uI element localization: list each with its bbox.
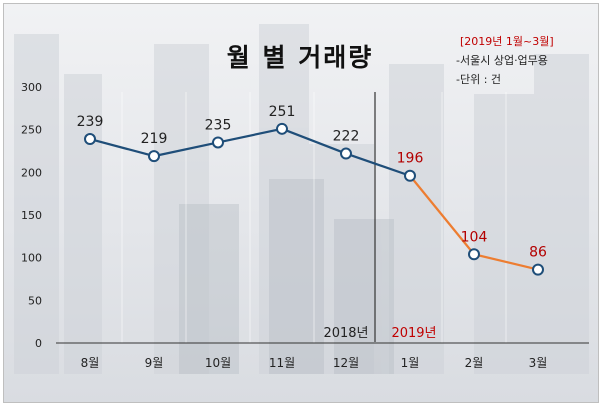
series-line-2018 [89,127,411,177]
x-axis-ticks: 8월 9월 10월 11월 12월 1월 2월 3월 [81,356,548,370]
x-tick-label: 12월 [333,356,359,370]
y-tick-label: 150 [21,209,42,222]
chart-frame: 월 별 거래량 [2019년 1월~3월] -서울시 상업·업무용 -단위 : … [3,3,599,403]
data-label: 239 [77,114,104,130]
year-label-2018: 2018년 [323,326,368,341]
category-gridlines [121,92,507,343]
y-tick-label: 200 [21,166,42,179]
data-label: 196 [397,151,424,167]
x-tick-label: 9월 [145,356,164,370]
data-point [468,248,480,261]
y-tick-label: 300 [21,81,42,94]
x-tick-label: 11월 [269,356,295,370]
period-note: [2019년 1월~3월] [460,35,554,48]
x-tick-label: 10월 [205,356,231,370]
y-tick-label: 250 [21,124,42,137]
y-tick-label: 0 [35,337,42,350]
data-label: 219 [141,131,168,147]
data-points [84,122,544,276]
unit-note: -단위 : 건 [456,73,501,86]
data-label: 222 [333,129,360,145]
data-label: 251 [269,104,296,120]
y-axis-ticks: 0 50 100 150 200 250 300 [21,81,42,350]
data-point [212,136,224,149]
data-label: 86 [529,245,547,261]
y-tick-label: 50 [28,294,42,307]
data-label: 104 [461,229,488,245]
x-tick-label: 8월 [81,356,100,370]
data-point [148,150,160,163]
scope-note: -서울시 상업·업무용 [456,54,548,67]
x-tick-label: 1월 [401,356,420,370]
data-point [532,263,544,276]
data-point [276,122,288,135]
data-label: 235 [205,117,232,133]
y-tick-label: 100 [21,252,42,265]
data-point [84,133,96,146]
x-tick-label: 3월 [529,356,548,370]
background-buildings-dark [179,179,394,374]
data-point [404,169,416,182]
data-labels: 239 219 235 251 222 196 104 86 [77,104,547,261]
x-tick-label: 2월 [465,356,484,370]
data-point [340,147,352,160]
line-chart: 월 별 거래량 [2019년 1월~3월] -서울시 상업·업무용 -단위 : … [14,24,589,374]
year-label-2019: 2019년 [391,326,436,341]
chart-title: 월 별 거래량 [227,43,373,72]
background-buildings [14,24,589,374]
